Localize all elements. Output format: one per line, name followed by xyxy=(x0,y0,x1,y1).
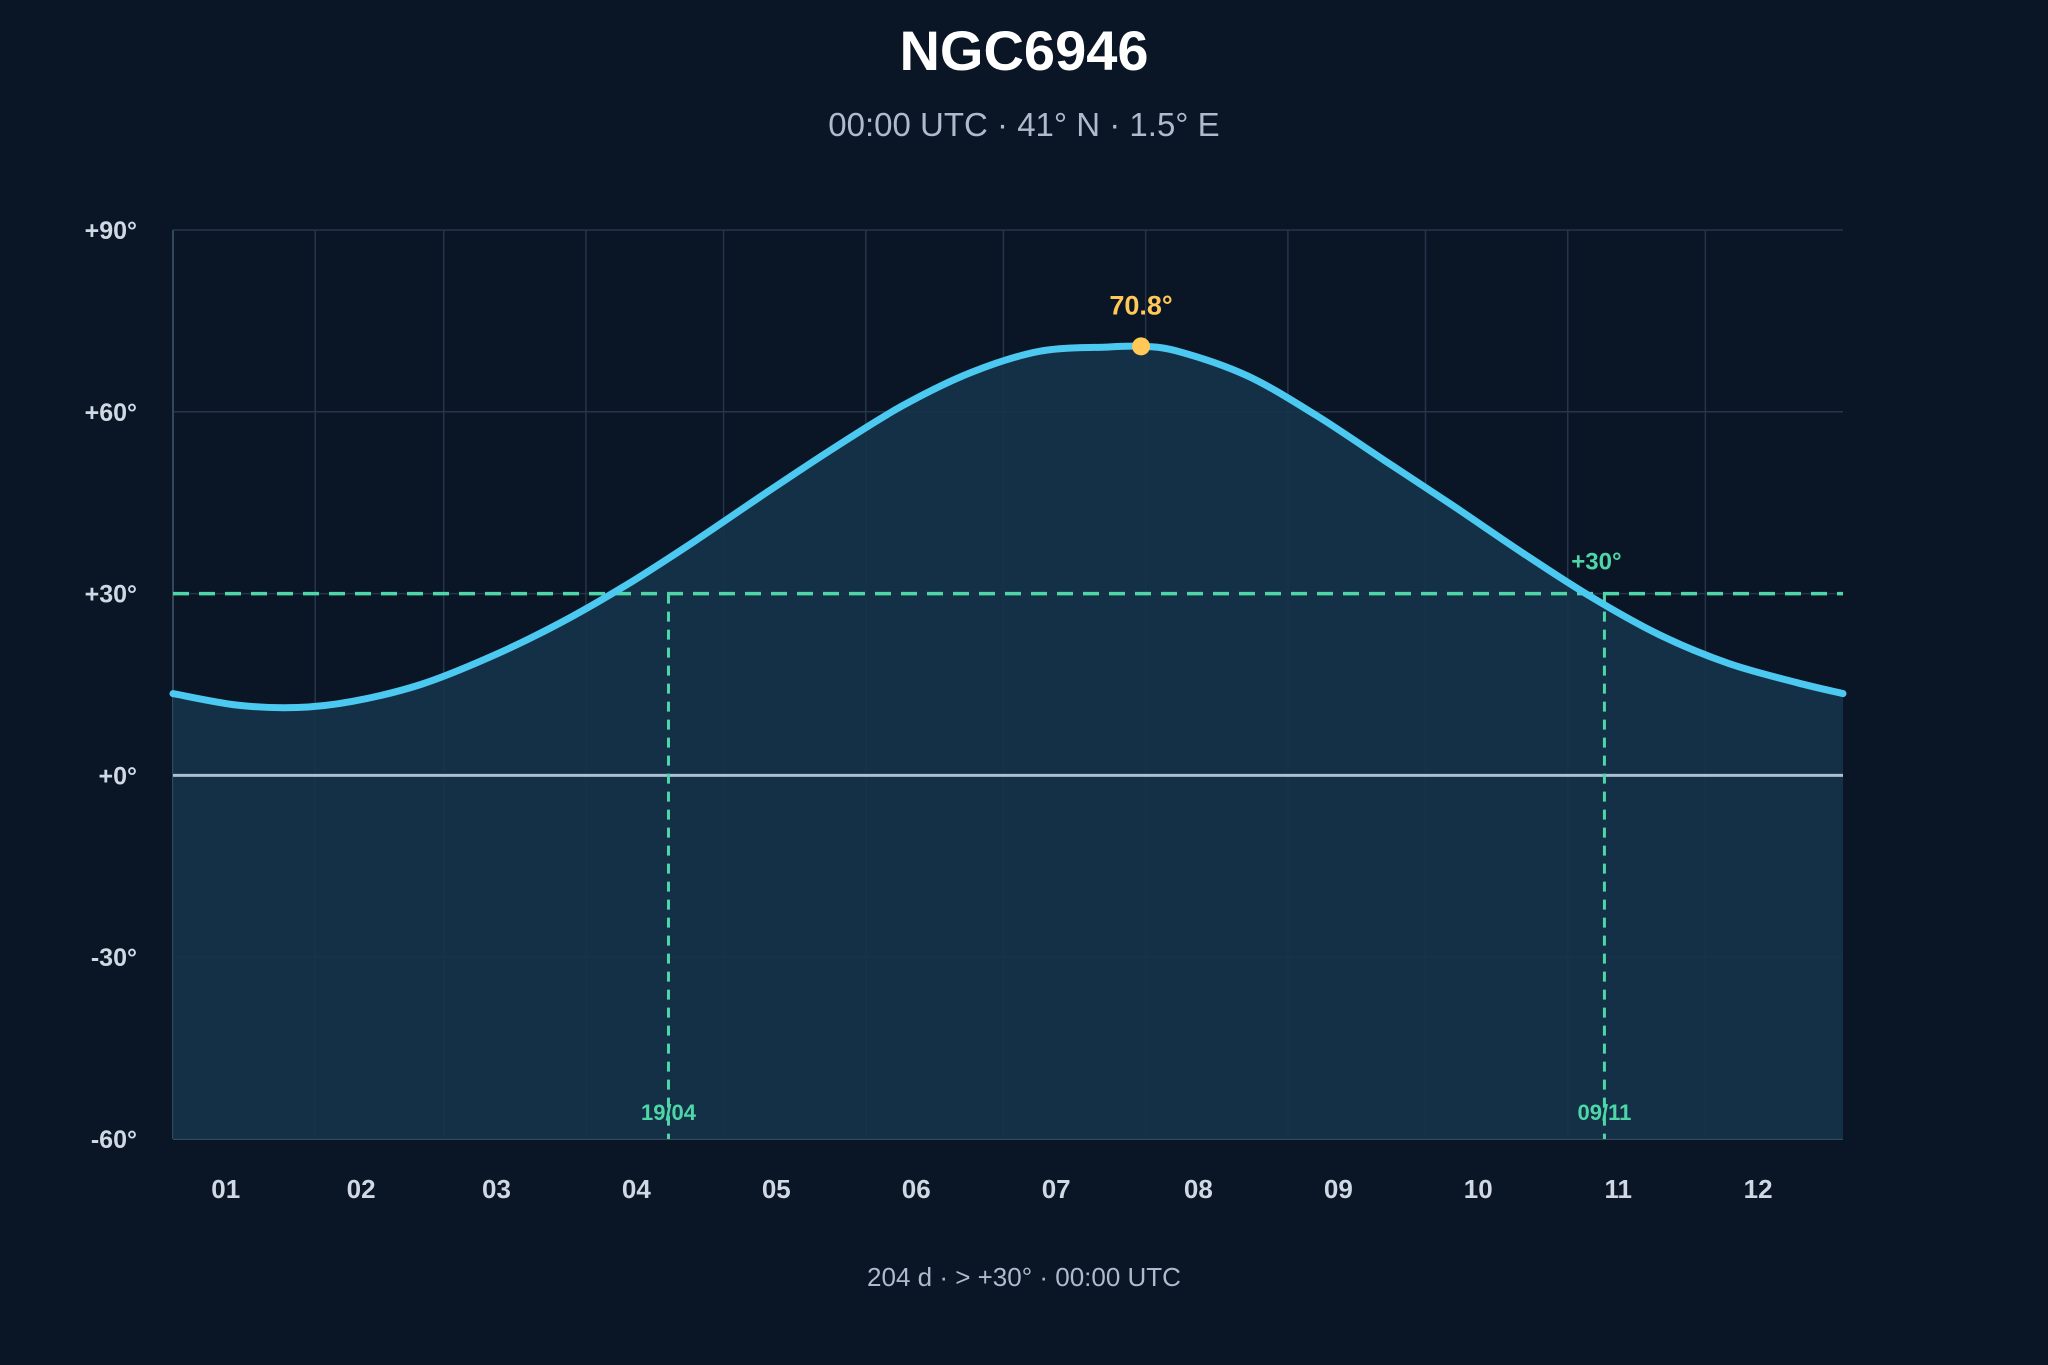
x-tick-label: 11 xyxy=(1604,1174,1632,1204)
x-tick-label: 01 xyxy=(211,1174,240,1204)
x-tick-label: 07 xyxy=(1042,1174,1071,1204)
y-tick-label: +30° xyxy=(85,581,137,609)
x-tick-label: 04 xyxy=(622,1174,651,1204)
y-tick-label: +60° xyxy=(85,399,137,427)
chart-subtitle: 00:00 UTC · 41° N · 1.5° E xyxy=(828,106,1220,143)
peak-label: 70.8° xyxy=(1109,290,1172,320)
x-tick-label: 05 xyxy=(762,1174,791,1204)
chart-title: NGC6946 xyxy=(899,19,1149,82)
altitude-curve xyxy=(169,342,1847,712)
threshold-label: +30° xyxy=(1571,549,1621,576)
x-tick-label: 12 xyxy=(1744,1174,1773,1204)
x-tick-label: 06 xyxy=(902,1174,931,1204)
x-tick-label: 10 xyxy=(1464,1174,1493,1204)
x-tick-label: 03 xyxy=(482,1174,511,1204)
curve-layer xyxy=(169,337,1847,712)
x-tick-label: 02 xyxy=(347,1174,376,1204)
crossing-date-label: 19/04 xyxy=(641,1100,697,1125)
guide-layer xyxy=(173,591,1843,1139)
altitude-area xyxy=(173,346,1843,1139)
y-tick-label: +90° xyxy=(85,217,137,245)
chart-footer: 204 d · > +30° · 00:00 UTC xyxy=(867,1262,1181,1292)
y-tick-label: -60° xyxy=(91,1126,137,1154)
x-tick-label: 08 xyxy=(1184,1174,1213,1204)
x-tick-label: 09 xyxy=(1324,1174,1353,1204)
label-layer: +90° +60° +30° +0° -30° -60° 01 02 03 04 05 06 07 08 0… xyxy=(85,217,1773,1204)
peak-marker xyxy=(1132,337,1151,356)
crossing-date-label: 09/11 xyxy=(1578,1100,1632,1125)
y-tick-label: -30° xyxy=(91,944,137,972)
area-layer xyxy=(173,346,1843,1139)
y-tick-label: +0° xyxy=(98,762,137,790)
